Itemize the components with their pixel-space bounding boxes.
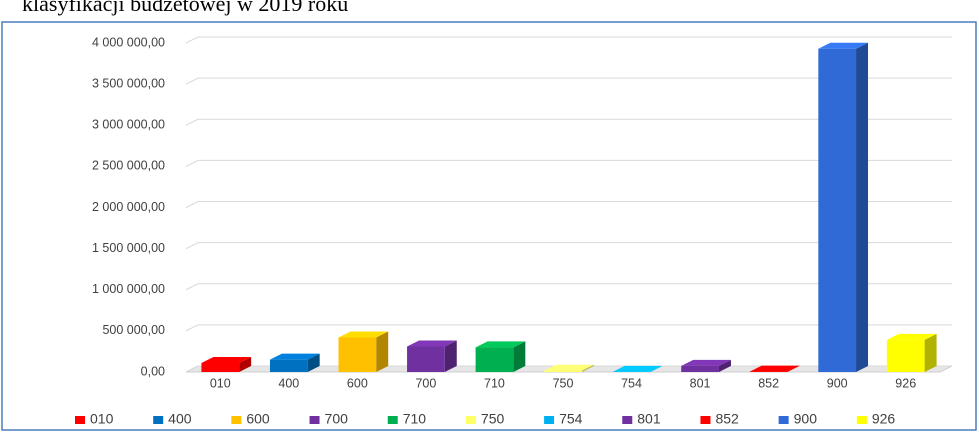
legend-swatch [231, 416, 241, 424]
legend-swatch [153, 416, 163, 424]
y-tick-label: 3 000 000,00 [92, 118, 165, 132]
legend-swatch [544, 416, 554, 424]
x-tick-label: 926 [895, 376, 916, 390]
bar [544, 371, 582, 372]
bar [201, 363, 239, 372]
legend-label: 010 [90, 411, 114, 427]
legend-swatch [466, 416, 476, 424]
y-tick-label: 2 000 000,00 [92, 200, 165, 214]
legend-swatch [857, 416, 867, 424]
y-tick-label: 2 500 000,00 [92, 159, 165, 173]
legend-label: 700 [325, 411, 349, 427]
x-tick-label: 754 [621, 376, 642, 390]
y-tick-label: 500 000,00 [102, 323, 165, 337]
legend-swatch [622, 416, 632, 424]
legend-label: 926 [872, 411, 896, 427]
legend-swatch [779, 416, 789, 424]
bar [887, 340, 925, 372]
legend-label: 801 [637, 411, 661, 427]
x-tick-label: 600 [347, 376, 368, 390]
y-tick-label: 1 000 000,00 [92, 282, 165, 296]
y-tick-label: 0,00 [141, 364, 165, 378]
x-tick-label: 700 [415, 376, 436, 390]
legend-label: 400 [168, 411, 192, 427]
y-tick-label: 1 500 000,00 [92, 241, 165, 255]
x-tick-label: 710 [484, 376, 505, 390]
x-tick-label: 010 [210, 376, 231, 390]
x-tick-label: 750 [553, 376, 574, 390]
legend-label: 710 [403, 411, 427, 427]
legend-label: 852 [715, 411, 739, 427]
bar [339, 337, 377, 372]
legend-swatch [75, 416, 85, 424]
x-tick-label: 900 [827, 376, 848, 390]
bar [270, 360, 308, 372]
legend-label: 900 [794, 411, 818, 427]
bar [681, 366, 719, 372]
x-tick-label: 801 [690, 376, 711, 390]
legend-label: 750 [481, 411, 505, 427]
y-tick-label: 4 000 000,00 [92, 35, 165, 49]
bar-side [856, 43, 868, 372]
legend-swatch [388, 416, 398, 424]
grid-line [186, 37, 952, 43]
bar [476, 347, 514, 372]
bar-side [925, 334, 937, 372]
bar-side [376, 331, 388, 372]
chart-title: klasyfikacji budżetowej w 2019 roku [22, 0, 348, 16]
legend-label: 754 [559, 411, 583, 427]
legend-label: 600 [246, 411, 270, 427]
y-tick-label: 3 500 000,00 [92, 76, 165, 90]
legend-swatch [310, 416, 320, 424]
bar [407, 347, 445, 372]
x-tick-label: 852 [758, 376, 779, 390]
bar [818, 49, 856, 372]
legend-swatch [700, 416, 710, 424]
x-tick-label: 400 [278, 376, 299, 390]
